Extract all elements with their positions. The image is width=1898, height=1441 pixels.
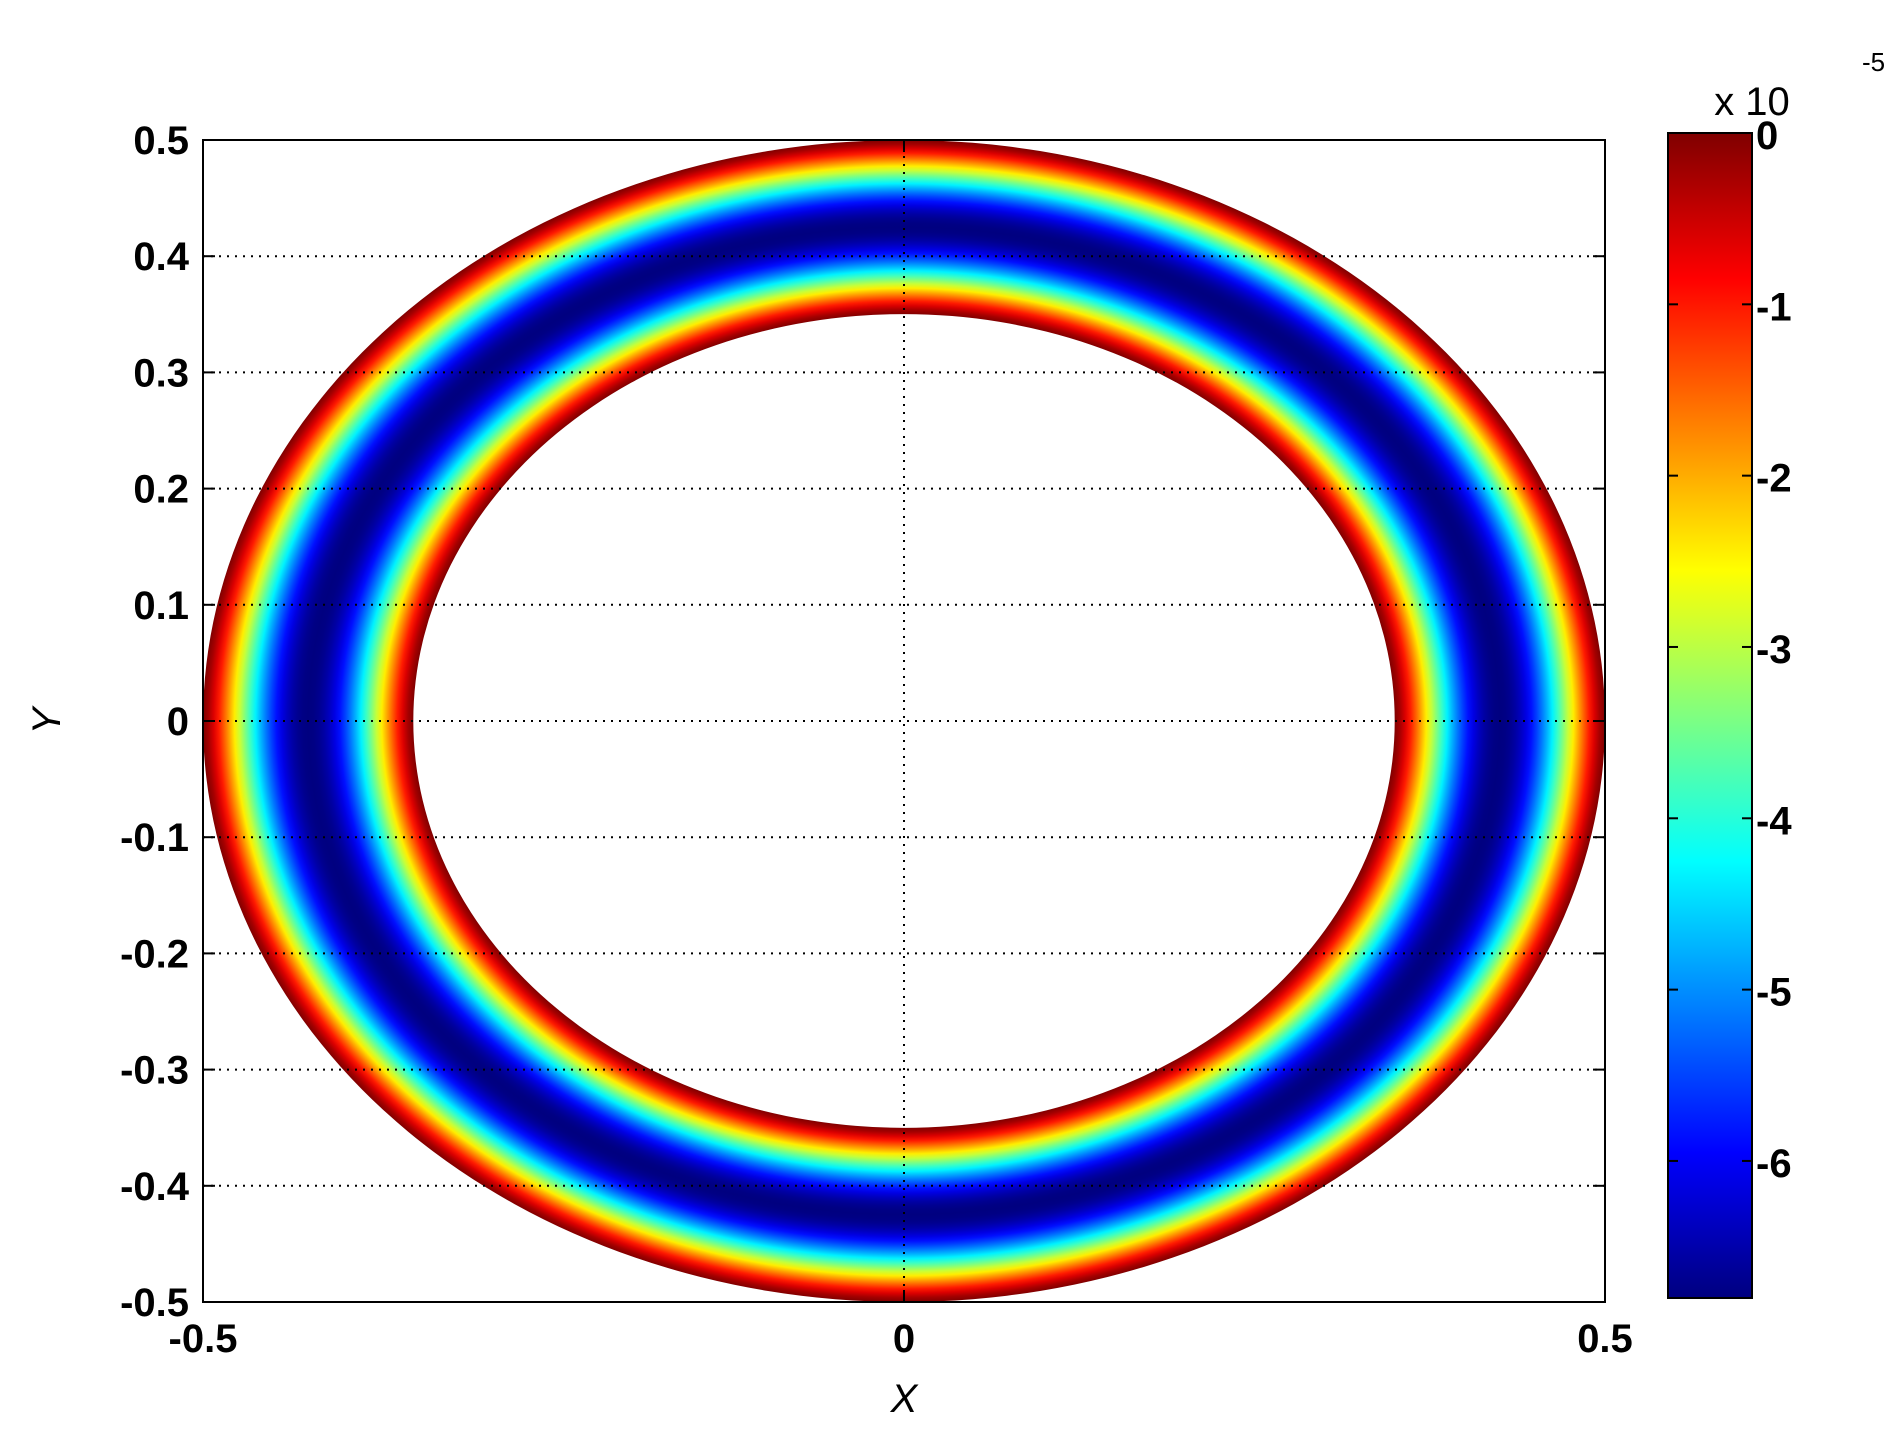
colorbar-tick-label: -3: [1756, 628, 1792, 672]
y-tick-label: -0.5: [120, 1281, 189, 1325]
y-axis-label: Y: [25, 704, 69, 734]
colorbar-tick-label: 0: [1756, 114, 1778, 158]
y-tick-label: 0.3: [133, 351, 189, 395]
y-axis-ticks: 0.5 0.4 0.3 0.2 0.1 0 -0.1 -0.2 -0.3 -0.4 -0.5: [120, 119, 1605, 1325]
y-tick-label: 0.1: [133, 584, 189, 628]
annulus-field: [203, 140, 1605, 1302]
y-tick-label: 0: [167, 700, 189, 744]
x-tick-label: -0.5: [169, 1317, 238, 1361]
x-tick-label: 0: [893, 1317, 915, 1361]
x-axis-ticks: -0.5 0 0.5: [169, 140, 1633, 1361]
y-tick-label: 0.5: [133, 119, 189, 163]
colorbar-frame: [1667, 132, 1753, 1299]
colorbar-tick-label: -4: [1756, 799, 1792, 843]
plot-area: -0.5 0 0.5 0.50.40.30.20.10-0.1-0.2-0.3-0.…: [25, 119, 1633, 1421]
colorbar-gradient: [1668, 133, 1752, 1298]
heatmap: [203, 140, 1605, 1302]
colorbar-tick-label: -2: [1756, 457, 1792, 501]
y-tick-label: -0.2: [120, 932, 189, 976]
colorbar-ticks: 0 -1 -2 -3 -4 -5 -6: [1668, 114, 1792, 1186]
colorbar: 0 -1 -2 -3 -4 -5 -6 x 10 -5: [1667, 47, 1885, 1299]
colorbar-multiplier: x 10: [1714, 80, 1790, 124]
x-tick-label: 0.5: [1577, 1317, 1633, 1361]
colorbar-tick-label: -1: [1756, 285, 1792, 329]
y-tick-label: 0.4: [133, 235, 189, 279]
y-tick-label: 0.2: [133, 468, 189, 512]
colorbar-tick-label: -6: [1756, 1142, 1792, 1186]
colorbar-tick-label: -5: [1756, 971, 1792, 1015]
colorbar-exponent: -5: [1862, 47, 1885, 77]
y-tick-label: -0.3: [120, 1049, 189, 1093]
x-axis-label: X: [890, 1377, 919, 1421]
y-tick-label: -0.1: [120, 816, 189, 860]
y-tick-label: -0.4: [120, 1165, 190, 1209]
